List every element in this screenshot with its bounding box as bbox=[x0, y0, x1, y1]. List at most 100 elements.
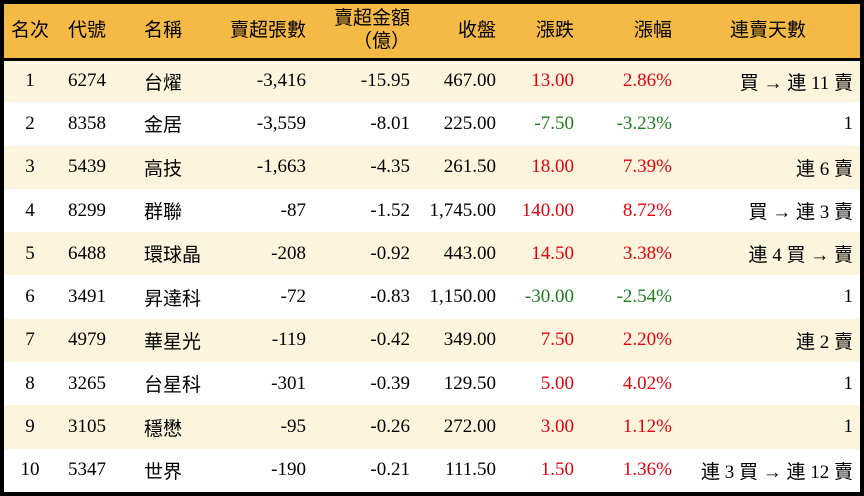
close-price: 261.50 bbox=[414, 145, 500, 189]
price-change-pct: 2.20% bbox=[578, 318, 676, 363]
header-rank: 名次 bbox=[4, 4, 56, 61]
sell-volume: -208 bbox=[214, 232, 310, 276]
stock-name: 世界 bbox=[118, 448, 214, 492]
stock-code: 6488 bbox=[56, 232, 118, 276]
price-change: 7.50 bbox=[500, 318, 578, 363]
close-price: 1,745.00 bbox=[414, 188, 500, 233]
sell-amount: -0.21 bbox=[310, 448, 414, 492]
table-row: 10 5347 世界 -190 -0.21 111.50 1.50 1.36% 連 3 買 → … bbox=[4, 448, 860, 492]
stock-code: 8358 bbox=[56, 102, 118, 146]
price-change: 13.00 bbox=[500, 59, 578, 103]
sell-volume: -301 bbox=[214, 362, 310, 406]
sell-streak: 連 2 賣 bbox=[676, 318, 860, 363]
price-change: 18.00 bbox=[500, 145, 578, 189]
rank-cell: 8 bbox=[4, 362, 56, 406]
stock-name: 穩懋 bbox=[118, 405, 214, 449]
header-row: 名次 代號 名稱 賣超張數 賣超金額 （億） 收盤 漲跌 漲幅 連賣天數 bbox=[4, 4, 860, 61]
header-close: 收盤 bbox=[414, 4, 500, 61]
sell-amount: -0.26 bbox=[310, 405, 414, 449]
close-price: 467.00 bbox=[414, 59, 500, 103]
stock-code: 5347 bbox=[56, 448, 118, 492]
stock-name: 高技 bbox=[118, 145, 214, 189]
rank-cell: 10 bbox=[4, 448, 56, 492]
sell-amount: -8.01 bbox=[310, 102, 414, 146]
stock-code: 8299 bbox=[56, 188, 118, 233]
price-change-pct: 7.39% bbox=[578, 145, 676, 189]
sell-amount: -0.39 bbox=[310, 362, 414, 406]
sell-volume: -3,416 bbox=[214, 59, 310, 103]
sell-streak: 買 → 連 3 賣 bbox=[676, 188, 860, 233]
sell-volume: -3,559 bbox=[214, 102, 310, 146]
table-row: 3 5439 高技 -1,663 -4.35 261.50 18.00 7.39% 連 6 賣 bbox=[4, 145, 860, 189]
sell-volume: -72 bbox=[214, 275, 310, 319]
stock-name: 金居 bbox=[118, 102, 214, 146]
stock-code: 5439 bbox=[56, 145, 118, 189]
close-price: 349.00 bbox=[414, 318, 500, 363]
close-price: 129.50 bbox=[414, 362, 500, 406]
header-name: 名稱 bbox=[118, 4, 214, 61]
sell-streak: 1 bbox=[676, 102, 860, 146]
price-change-pct: 3.38% bbox=[578, 232, 676, 276]
stock-name: 華星光 bbox=[118, 318, 214, 363]
header-streak: 連賣天數 bbox=[676, 4, 860, 61]
header-change-pct: 漲幅 bbox=[578, 4, 676, 61]
price-change: 140.00 bbox=[500, 188, 578, 233]
stock-name: 昇達科 bbox=[118, 275, 214, 319]
rank-cell: 3 bbox=[4, 145, 56, 189]
sell-amount: -1.52 bbox=[310, 188, 414, 233]
rank-cell: 4 bbox=[4, 188, 56, 233]
close-price: 225.00 bbox=[414, 102, 500, 146]
stock-name: 台燿 bbox=[118, 59, 214, 103]
stock-name: 台星科 bbox=[118, 362, 214, 406]
sell-streak: 買 → 連 11 賣 bbox=[676, 59, 860, 103]
table-row: 4 8299 群聯 -87 -1.52 1,745.00 140.00 8.72% 買 → 連 … bbox=[4, 188, 860, 233]
stock-code: 3491 bbox=[56, 275, 118, 319]
table-row: 7 4979 華星光 -119 -0.42 349.00 7.50 2.20% 連 2 賣 bbox=[4, 318, 860, 363]
price-change: 5.00 bbox=[500, 362, 578, 406]
sell-streak: 連 3 買 → 連 12 賣 bbox=[676, 448, 860, 492]
table-body: 1 6274 台燿 -3,416 -15.95 467.00 13.00 2.86% 買 → 連… bbox=[4, 59, 860, 492]
sell-volume: -119 bbox=[214, 318, 310, 363]
price-change-pct: -3.23% bbox=[578, 102, 676, 146]
price-change-pct: -2.54% bbox=[578, 275, 676, 319]
price-change: 14.50 bbox=[500, 232, 578, 276]
sell-volume: -95 bbox=[214, 405, 310, 449]
price-change: 3.00 bbox=[500, 405, 578, 449]
sell-volume: -190 bbox=[214, 448, 310, 492]
sell-amount: -0.83 bbox=[310, 275, 414, 319]
price-change: -30.00 bbox=[500, 275, 578, 319]
rank-cell: 6 bbox=[4, 275, 56, 319]
stock-name: 群聯 bbox=[118, 188, 214, 233]
price-change-pct: 4.02% bbox=[578, 362, 676, 406]
table-row: 9 3105 穩懋 -95 -0.26 272.00 3.00 1.12% 1 bbox=[4, 405, 860, 449]
close-price: 111.50 bbox=[414, 448, 500, 492]
rank-cell: 9 bbox=[4, 405, 56, 449]
close-price: 272.00 bbox=[414, 405, 500, 449]
header-sell-amount-line1: 賣超金額 bbox=[333, 8, 410, 30]
sell-amount: -15.95 bbox=[310, 59, 414, 103]
stock-code: 4979 bbox=[56, 318, 118, 363]
close-price: 1,150.00 bbox=[414, 275, 500, 319]
rank-cell: 2 bbox=[4, 102, 56, 146]
header-sell-amount-line2: （億） bbox=[352, 30, 410, 52]
price-change: 1.50 bbox=[500, 448, 578, 492]
stock-code: 3265 bbox=[56, 362, 118, 406]
stock-code: 6274 bbox=[56, 59, 118, 103]
sell-streak: 1 bbox=[676, 275, 860, 319]
sell-amount: -0.92 bbox=[310, 232, 414, 276]
header-sell-amount: 賣超金額 （億） bbox=[310, 4, 414, 61]
header-code: 代號 bbox=[56, 4, 118, 61]
sell-streak: 連 4 買 → 賣 bbox=[676, 232, 860, 276]
sell-streak: 1 bbox=[676, 362, 860, 406]
price-change-pct: 2.86% bbox=[578, 59, 676, 103]
close-price: 443.00 bbox=[414, 232, 500, 276]
rank-cell: 7 bbox=[4, 318, 56, 363]
price-change: -7.50 bbox=[500, 102, 578, 146]
sell-volume: -1,663 bbox=[214, 145, 310, 189]
net-sell-ranking-table: 名次 代號 名稱 賣超張數 賣超金額 （億） 收盤 漲跌 漲幅 連賣天數 1 627… bbox=[4, 4, 860, 492]
table-row: 6 3491 昇達科 -72 -0.83 1,150.00 -30.00 -2.54% 1 bbox=[4, 275, 860, 319]
table-row: 5 6488 環球晶 -208 -0.92 443.00 14.50 3.38% 連 4 買 →… bbox=[4, 232, 860, 276]
header-change: 漲跌 bbox=[500, 4, 578, 61]
sell-amount: -0.42 bbox=[310, 318, 414, 363]
